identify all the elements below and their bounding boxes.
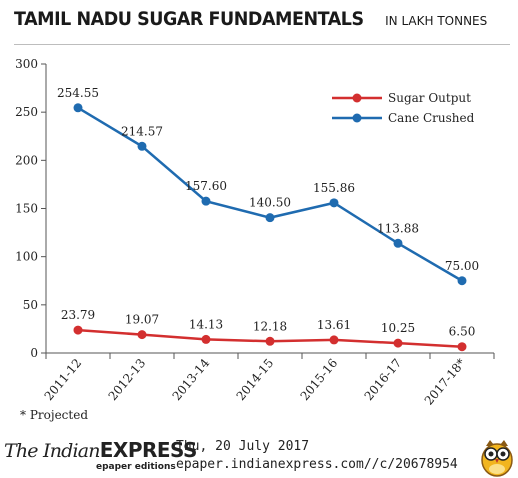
x-tick-label: 2016-17 xyxy=(362,356,405,403)
x-tick-label: 2015-16 xyxy=(298,356,341,403)
x-tick-label: 2014-15 xyxy=(234,356,277,403)
data-label: 113.88 xyxy=(377,221,419,235)
edition-meta: Thu, 20 July 2017 epaper.indianexpress.c… xyxy=(176,438,458,474)
edition-url[interactable]: epaper.indianexpress.com//c/20678954 xyxy=(176,457,458,472)
data-point xyxy=(265,213,275,223)
data-label: 157.60 xyxy=(185,179,227,193)
data-label: 75.00 xyxy=(445,259,479,273)
data-point xyxy=(457,276,467,286)
chart-title: TAMIL NADU SUGAR FUNDAMENTALS xyxy=(14,8,364,30)
data-point xyxy=(329,335,339,345)
data-point xyxy=(329,198,339,208)
title-divider xyxy=(14,44,510,45)
publisher-logo[interactable]: The IndianEXPRESS xyxy=(4,438,197,462)
legend-label: Sugar Output xyxy=(388,91,471,105)
data-point xyxy=(265,336,275,346)
data-label: 140.50 xyxy=(249,196,291,210)
data-point xyxy=(201,196,211,206)
data-point xyxy=(393,238,403,248)
brand-the: The Indian xyxy=(4,440,101,462)
chart-subtitle: IN LAKH TONNES xyxy=(385,14,488,28)
brand-express: EXPRESS xyxy=(99,438,198,462)
y-tick-label: 300 xyxy=(15,57,38,71)
data-label: 23.79 xyxy=(61,308,95,322)
data-point xyxy=(73,103,83,113)
data-label: 6.50 xyxy=(449,325,476,339)
data-label: 12.18 xyxy=(253,319,287,333)
footer: The IndianEXPRESS epaper editions Thu, 2… xyxy=(0,438,518,478)
chart-header: TAMIL NADU SUGAR FUNDAMENTALS IN LAKH TO… xyxy=(14,8,510,42)
data-point xyxy=(137,141,147,151)
data-label: 13.61 xyxy=(317,318,351,332)
data-label: 10.25 xyxy=(381,321,415,335)
data-point xyxy=(457,342,467,352)
data-label: 155.86 xyxy=(313,181,355,195)
brand-epaper: epaper editions xyxy=(96,462,176,472)
data-label: 254.55 xyxy=(57,86,99,100)
legend-marker xyxy=(352,93,362,103)
data-label: 19.07 xyxy=(125,313,159,327)
x-tick-label: 2012-13 xyxy=(106,356,149,403)
y-tick-label: 250 xyxy=(15,105,38,119)
edition-date: Thu, 20 July 2017 xyxy=(176,439,310,454)
line-chart: 0 50 100 150 200 250 300 2011-12 2012-13 2013-14 2… xyxy=(15,57,495,408)
owl-icon xyxy=(481,440,513,477)
x-tick-label: 2011-12 xyxy=(42,356,85,403)
data-label: 14.13 xyxy=(189,317,223,331)
y-tick-label: 200 xyxy=(15,153,38,167)
y-tick-label: 100 xyxy=(15,250,38,264)
data-point xyxy=(201,334,211,344)
x-tick-label: 2013-14 xyxy=(170,356,213,403)
x-tick-label: 2017-18* xyxy=(422,356,469,408)
data-point xyxy=(73,325,83,335)
data-label: 214.57 xyxy=(121,124,163,138)
y-tick-label: 150 xyxy=(15,202,38,216)
legend-marker xyxy=(352,113,362,123)
footnote: * Projected xyxy=(20,408,88,422)
y-tick-label: 50 xyxy=(23,298,38,312)
data-point xyxy=(393,338,403,348)
data-point xyxy=(137,330,147,340)
y-tick-label: 0 xyxy=(30,346,38,360)
legend-label: Cane Crushed xyxy=(388,111,475,125)
